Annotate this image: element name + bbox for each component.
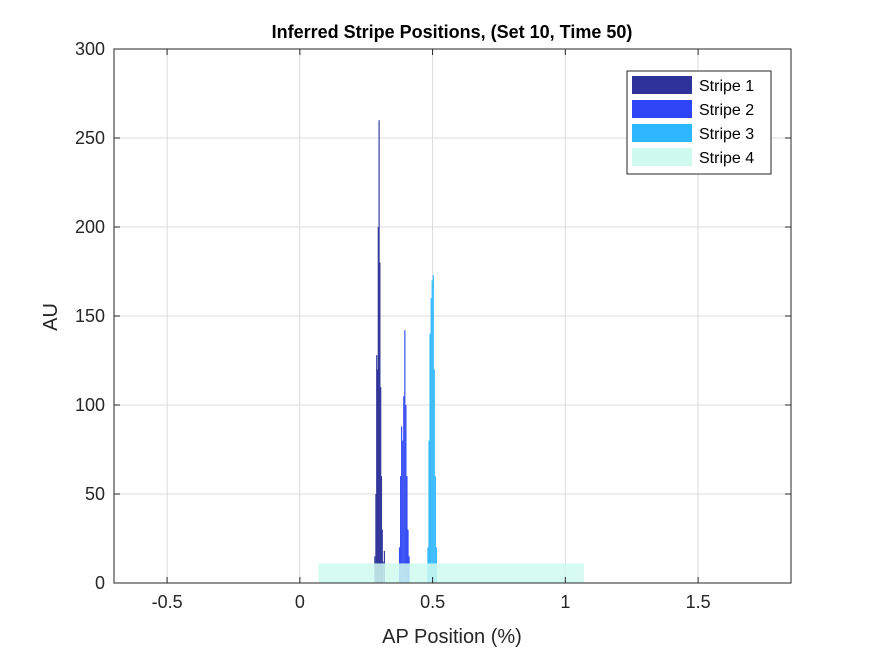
x-tick-label: -0.5: [152, 592, 183, 612]
x-tick-label: 0: [295, 592, 305, 612]
y-tick-label: 50: [85, 484, 105, 504]
y-tick-label: 200: [75, 217, 105, 237]
legend-swatch: [632, 100, 692, 118]
bar: [379, 262, 381, 583]
bar: [404, 330, 406, 583]
legend-swatch: [632, 148, 692, 166]
bar: [431, 280, 433, 583]
legend-label: Stripe 4: [699, 150, 754, 167]
y-tick-label: 250: [75, 128, 105, 148]
bar: [403, 396, 405, 583]
y-tick-label: 100: [75, 395, 105, 415]
bar: [399, 476, 402, 583]
bar: [406, 476, 408, 583]
bar: [377, 227, 379, 583]
ticks: -0.5 0 0.5 1 1.5 0 50 100 150 200 250 300: [75, 39, 791, 612]
legend-label: Stripe 3: [699, 126, 754, 143]
chart-title: Inferred Stripe Positions, (Set 10, Time…: [272, 22, 633, 42]
legend-item-4[interactable]: Stripe 4: [632, 148, 754, 167]
x-tick-label: 0.5: [420, 592, 445, 612]
y-axis-label: AU: [40, 303, 62, 331]
legend-swatch: [632, 124, 692, 142]
bar: [318, 563, 584, 583]
bars: [318, 120, 584, 583]
y-tick-label: 0: [95, 573, 105, 593]
bar: [428, 440, 430, 583]
x-tick-label: 1.5: [686, 592, 711, 612]
bar: [434, 476, 436, 583]
bar: [401, 426, 403, 583]
legend[interactable]: Stripe 1 Stripe 2 Stripe 3 Stripe 4: [626, 70, 772, 175]
bar: [430, 298, 432, 583]
legend-swatch: [632, 76, 692, 94]
legend-label: Stripe 1: [699, 78, 754, 95]
bar: [378, 120, 380, 583]
x-axis-label: AP Position (%): [382, 626, 522, 648]
bar: [402, 440, 404, 583]
series-1: [374, 120, 386, 583]
bar: [380, 476, 383, 583]
x-tick-label: 1: [560, 592, 570, 612]
legend-item-2[interactable]: Stripe 2: [632, 100, 754, 119]
bar: [381, 529, 383, 583]
y-tick-label: 150: [75, 306, 105, 326]
series-4: [318, 563, 584, 583]
bar: [407, 529, 409, 583]
legend-label: Stripe 2: [699, 102, 754, 119]
legend-item-3[interactable]: Stripe 3: [632, 124, 754, 143]
bar: [405, 405, 407, 583]
bar: [433, 369, 435, 583]
bar: [432, 275, 434, 583]
bar: [380, 387, 382, 583]
legend-item-1[interactable]: Stripe 1: [632, 76, 754, 95]
bar: [376, 369, 379, 583]
y-tick-label: 300: [75, 39, 105, 59]
bar: [429, 333, 431, 583]
bar: [375, 494, 377, 583]
bar: [376, 355, 378, 583]
